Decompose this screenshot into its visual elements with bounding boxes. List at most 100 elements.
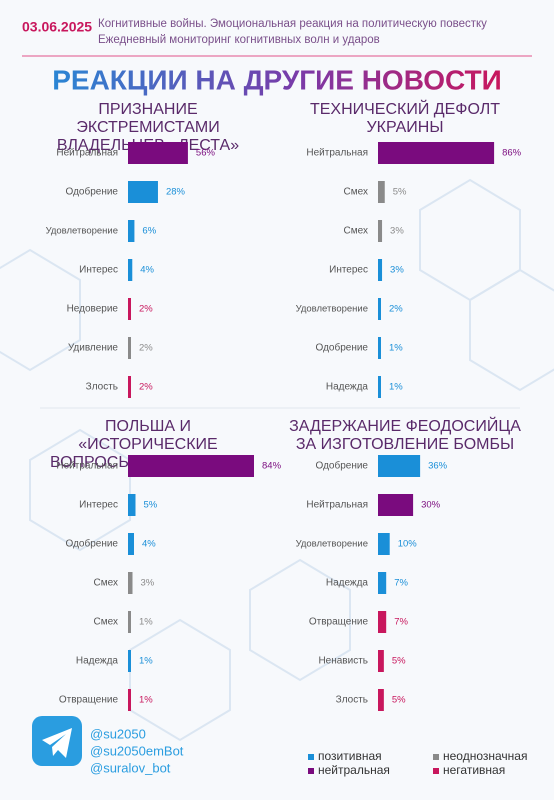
value-label: 5%: [144, 500, 158, 511]
legend-swatch: [308, 768, 314, 774]
category-label: Одобрение: [316, 342, 369, 354]
chart-title: ТЕХНИЧЕСКИЙ ДЕФОЛТ УКРАИНЫ: [310, 99, 500, 136]
value-label: 3%: [141, 578, 155, 589]
value-label: 36%: [428, 461, 448, 472]
value-label: 1%: [139, 695, 153, 706]
bar: [378, 533, 390, 555]
bar: [128, 337, 131, 359]
bar: [128, 142, 188, 164]
value-label: 2%: [389, 304, 403, 315]
value-label: 4%: [142, 539, 156, 550]
category-label: Удовлетворение: [296, 539, 368, 550]
telegram-icon: [32, 716, 82, 766]
bar: [128, 689, 131, 711]
value-label: 56%: [196, 148, 216, 159]
hex-decor: [0, 178, 554, 742]
category-label: Отвращение: [309, 617, 369, 628]
category-label: Надежда: [76, 656, 119, 667]
category-label: Смех: [344, 226, 368, 237]
category-label: Нейтральная: [306, 148, 368, 159]
category-label: Надежда: [326, 382, 369, 393]
value-label: 6%: [142, 226, 156, 237]
category-label: Удовлетворение: [296, 304, 368, 315]
value-label: 1%: [389, 382, 403, 393]
legend-label: негативная: [443, 763, 505, 777]
value-label: 5%: [393, 187, 407, 198]
category-label: Интерес: [329, 265, 368, 276]
main-title: РЕАКЦИИ НА ДРУГИЕ НОВОСТИ: [52, 64, 502, 95]
bar: [378, 572, 387, 594]
handle: @su2050emBot: [90, 743, 184, 758]
category-label: Одобрение: [316, 460, 369, 472]
legend-label: нейтральная: [318, 763, 390, 777]
category-label: Интерес: [79, 500, 118, 511]
header-line: Ежедневный мониторинг когнитивных волн и…: [98, 34, 380, 46]
category-label: Надежда: [326, 578, 369, 589]
value-label: 86%: [502, 148, 522, 159]
category-label: Удивление: [68, 343, 119, 354]
bar: [378, 455, 421, 477]
category-label: Смех: [344, 187, 368, 198]
value-label: 1%: [389, 343, 403, 354]
value-label: 30%: [421, 500, 441, 511]
bar: [128, 572, 133, 594]
bar: [128, 611, 131, 633]
value-label: 5%: [392, 656, 406, 667]
chart-title: ЗАДЕРЖАНИЕ ФЕОДОСИЙЦА ЗА ИЗГОТОВЛЕНИЕ БОМ…: [289, 416, 521, 453]
bar: [378, 337, 381, 359]
category-label: Злость: [336, 695, 368, 706]
bar: [378, 142, 495, 164]
value-label: 1%: [139, 617, 153, 628]
value-label: 2%: [139, 343, 153, 354]
value-label: 7%: [394, 578, 408, 589]
value-label: 10%: [398, 539, 418, 550]
header-line: Когнитивные войны. Эмоциональная реакция…: [98, 18, 487, 30]
legend-swatch: [433, 754, 439, 760]
handle: @su2050: [90, 726, 146, 741]
legend-label: позитивная: [318, 749, 382, 763]
category-label: Отвращение: [59, 695, 119, 706]
bar: [378, 611, 387, 633]
value-label: 1%: [139, 656, 153, 667]
value-label: 2%: [139, 382, 153, 393]
bar: [128, 376, 131, 398]
bar: [378, 181, 385, 203]
value-label: 7%: [394, 617, 408, 628]
category-label: Смех: [94, 578, 118, 589]
bar: [378, 376, 381, 398]
handle: @suralov_bot: [90, 760, 171, 775]
bar: [378, 220, 383, 242]
bar: [378, 298, 381, 320]
category-label: Недоверие: [67, 304, 119, 315]
bar: [128, 220, 135, 242]
category-label: Смех: [94, 617, 118, 628]
bar: [128, 259, 133, 281]
value-label: 3%: [390, 226, 404, 237]
bar: [378, 689, 384, 711]
bar: [378, 650, 384, 672]
category-label: Интерес: [79, 265, 118, 276]
category-label: Удовлетворение: [46, 226, 118, 237]
bar: [128, 298, 131, 320]
category-label: Злость: [86, 382, 118, 393]
bar: [128, 494, 136, 516]
category-label: Нейтральная: [56, 461, 118, 472]
value-label: 5%: [392, 695, 406, 706]
legend-label: неоднозначная: [443, 749, 527, 763]
bar: [128, 181, 158, 203]
category-label: Нейтральная: [56, 148, 118, 159]
bar: [128, 533, 134, 555]
category-label: Нейтральная: [306, 500, 368, 511]
category-label: Ненависть: [318, 656, 368, 667]
legend-swatch: [433, 768, 439, 774]
bar: [378, 259, 383, 281]
legend-swatch: [308, 754, 314, 760]
category-label: Одобрение: [66, 538, 119, 550]
bar: [128, 455, 254, 477]
value-label: 84%: [262, 461, 282, 472]
value-label: 4%: [140, 265, 154, 276]
value-label: 3%: [390, 265, 404, 276]
date: 03.06.2025: [22, 19, 92, 35]
category-label: Одобрение: [66, 186, 119, 198]
